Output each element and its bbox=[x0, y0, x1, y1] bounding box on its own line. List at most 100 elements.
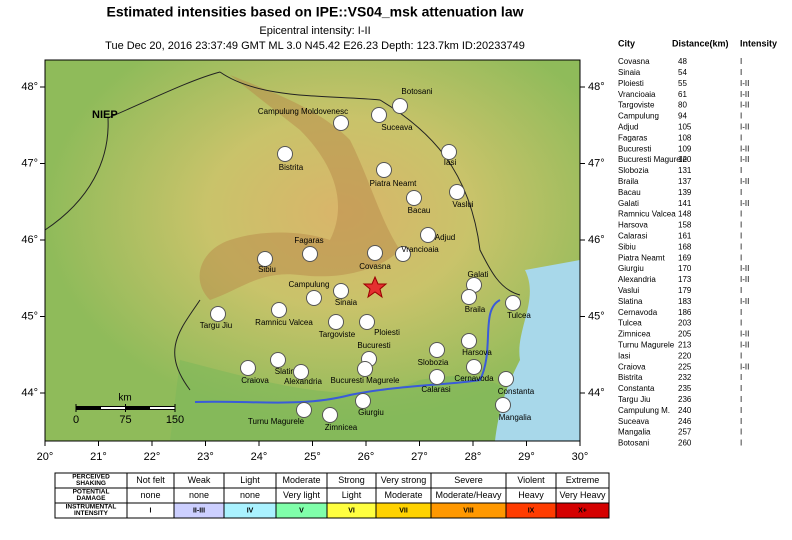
city-marker bbox=[357, 361, 373, 377]
city-label: Sinaia bbox=[335, 298, 358, 307]
table-cell: 203 bbox=[678, 319, 692, 328]
city-label: Campulung Moldovenesc bbox=[258, 107, 348, 116]
legend-cell-text: Not felt bbox=[136, 475, 165, 485]
table-cell: I bbox=[740, 395, 742, 404]
city-marker bbox=[449, 184, 465, 200]
title: Estimated intensities based on IPE::VS04… bbox=[106, 4, 523, 20]
lon-label: 30° bbox=[572, 451, 589, 463]
legend-cell-text: V bbox=[299, 507, 304, 514]
table-cell: I-II bbox=[740, 330, 749, 339]
legend-cell-text: I bbox=[150, 507, 152, 514]
table-cell: Ploiesti bbox=[618, 79, 644, 88]
scale-label: 0 bbox=[73, 414, 79, 426]
scale-label: 75 bbox=[119, 414, 131, 426]
city-label: Giurgiu bbox=[358, 408, 384, 417]
table-cell: I-II bbox=[740, 177, 749, 186]
lat-label: 48° bbox=[21, 81, 38, 93]
scale-bar bbox=[150, 407, 175, 409]
legend-cell-text: Severe bbox=[454, 475, 483, 485]
epicentral: Epicentral intensity: I-II bbox=[259, 25, 370, 37]
table-cell: I-II bbox=[740, 362, 749, 371]
legend-cell-text: Heavy bbox=[518, 490, 544, 500]
table-cell: 120 bbox=[678, 155, 692, 164]
city-marker bbox=[257, 251, 273, 267]
table-cell: I bbox=[740, 373, 742, 382]
city-label: Suceava bbox=[381, 123, 413, 132]
table-cell: I-II bbox=[740, 275, 749, 284]
city-label: Iasi bbox=[444, 158, 457, 167]
city-label: Slobozia bbox=[418, 358, 449, 367]
lat-label: 47° bbox=[21, 157, 38, 169]
legend-cell-text: II-III bbox=[193, 507, 205, 514]
table-cell: 232 bbox=[678, 373, 692, 382]
lat-label: 45° bbox=[588, 310, 605, 322]
city-label: Covasna bbox=[359, 262, 391, 271]
table-cell: 141 bbox=[678, 199, 692, 208]
table-cell: I bbox=[740, 232, 742, 241]
table-cell: I-II bbox=[740, 297, 749, 306]
city-marker bbox=[333, 115, 349, 131]
table-cell: I bbox=[740, 242, 742, 251]
table-cell: 94 bbox=[678, 112, 687, 121]
city-label: Botosani bbox=[401, 87, 432, 96]
lat-label: 46° bbox=[21, 234, 38, 246]
table-cell: 137 bbox=[678, 177, 692, 186]
lon-label: 22° bbox=[144, 451, 161, 463]
city-marker bbox=[395, 246, 411, 262]
city-marker bbox=[466, 359, 482, 375]
table-cell: I-II bbox=[740, 144, 749, 153]
table-cell: Zimnicea bbox=[618, 330, 651, 339]
lon-label: 25° bbox=[304, 451, 321, 463]
table-cell: Fagaras bbox=[618, 133, 647, 142]
scale-bar bbox=[101, 407, 125, 409]
lat-label: 48° bbox=[588, 81, 605, 93]
legend-cell-text: none bbox=[189, 490, 209, 500]
table-cell: I-II bbox=[740, 264, 749, 273]
legend-cell-text: IX bbox=[528, 507, 535, 514]
table-cell: Sibiu bbox=[618, 242, 636, 251]
table-cell: I bbox=[740, 188, 742, 197]
city-label: Campulung bbox=[289, 280, 330, 289]
table-cell: Turnu Magurele bbox=[618, 341, 675, 350]
legend-cell-text: Very Heavy bbox=[559, 490, 606, 500]
city-marker bbox=[420, 227, 436, 243]
table-cell: Tulcea bbox=[618, 319, 642, 328]
table-cell: I bbox=[740, 57, 742, 66]
city-marker bbox=[322, 407, 338, 423]
city-label: Piatra Neamt bbox=[370, 179, 417, 188]
table-cell: 48 bbox=[678, 57, 687, 66]
legend-cell-text: Strong bbox=[338, 475, 365, 485]
city-label: Tulcea bbox=[507, 311, 531, 320]
table-cell: 170 bbox=[678, 264, 692, 273]
table-cell: 246 bbox=[678, 417, 692, 426]
border bbox=[44, 71, 521, 391]
danube bbox=[194, 299, 501, 404]
legend-cell-text: VI bbox=[348, 507, 355, 514]
city-marker bbox=[302, 246, 318, 262]
city-label: Bucuresti bbox=[357, 341, 391, 350]
table-cell: I bbox=[740, 428, 742, 437]
table-cell: 235 bbox=[678, 384, 692, 393]
table-cell: Calarasi bbox=[618, 232, 648, 241]
legend-cell bbox=[555, 502, 610, 519]
map-label: NIEP bbox=[92, 109, 118, 121]
table-cell: 139 bbox=[678, 188, 692, 197]
table-cell: 173 bbox=[678, 275, 692, 284]
table-cell: 236 bbox=[678, 395, 692, 404]
table-cell: Bucuresti Magurele bbox=[618, 155, 687, 164]
table-header: City bbox=[618, 38, 635, 48]
table-cell: 205 bbox=[678, 330, 692, 339]
legend-cell-text: Very strong bbox=[381, 475, 427, 485]
city-marker bbox=[371, 107, 387, 123]
sea bbox=[495, 260, 580, 441]
table-cell: Slobozia bbox=[618, 166, 649, 175]
city-marker bbox=[270, 352, 286, 368]
table-cell: I bbox=[740, 286, 742, 295]
legend-row-label: INSTRUMENTAL bbox=[66, 504, 117, 511]
table-cell: Bistrita bbox=[618, 373, 643, 382]
legend-cell-text: VIII bbox=[463, 507, 474, 514]
table-cell: I bbox=[740, 221, 742, 230]
table-cell: Mangalia bbox=[618, 428, 651, 437]
lon-label: 24° bbox=[251, 451, 268, 463]
